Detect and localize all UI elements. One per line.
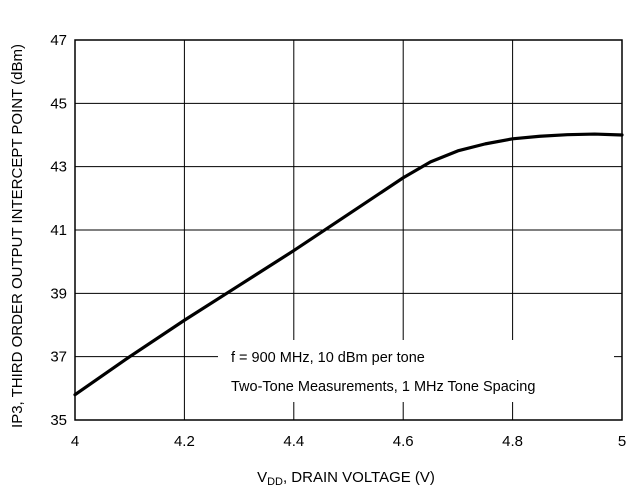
y-axis-ticks: 35 37 39 41 43 45 47 <box>50 32 67 429</box>
x-axis-ticks: 4 4.2 4.4 4.6 4.8 5 <box>71 433 626 450</box>
x-axis-label: VDD, DRAIN VOLTAGE (V) <box>257 469 435 488</box>
annotation-box <box>218 340 614 402</box>
annotation-line-1: f = 900 MHz, 10 dBm per tone <box>231 350 425 366</box>
x-tick-label: 5 <box>618 433 626 450</box>
x-tick-label: 4 <box>71 433 79 450</box>
x-tick-label: 4.2 <box>174 433 195 450</box>
x-tick-label: 4.6 <box>393 433 414 450</box>
y-tick-label: 45 <box>50 95 67 112</box>
x-tick-label: 4.4 <box>283 433 304 450</box>
y-tick-label: 43 <box>50 159 67 176</box>
y-axis-label: IP3, THIRD ORDER OUTPUT INTERCEPT POINT … <box>9 44 26 428</box>
y-tick-label: 35 <box>50 412 67 429</box>
y-tick-label: 37 <box>50 349 67 366</box>
y-tick-label: 47 <box>50 32 67 49</box>
annotation-line-2: Two-Tone Measurements, 1 MHz Tone Spacin… <box>231 379 535 395</box>
series-line <box>73 132 624 397</box>
y-tick-label: 39 <box>50 285 67 302</box>
y-tick-label: 41 <box>50 222 67 239</box>
plot-frame <box>74 39 623 421</box>
x-tick-label: 4.8 <box>502 433 523 450</box>
